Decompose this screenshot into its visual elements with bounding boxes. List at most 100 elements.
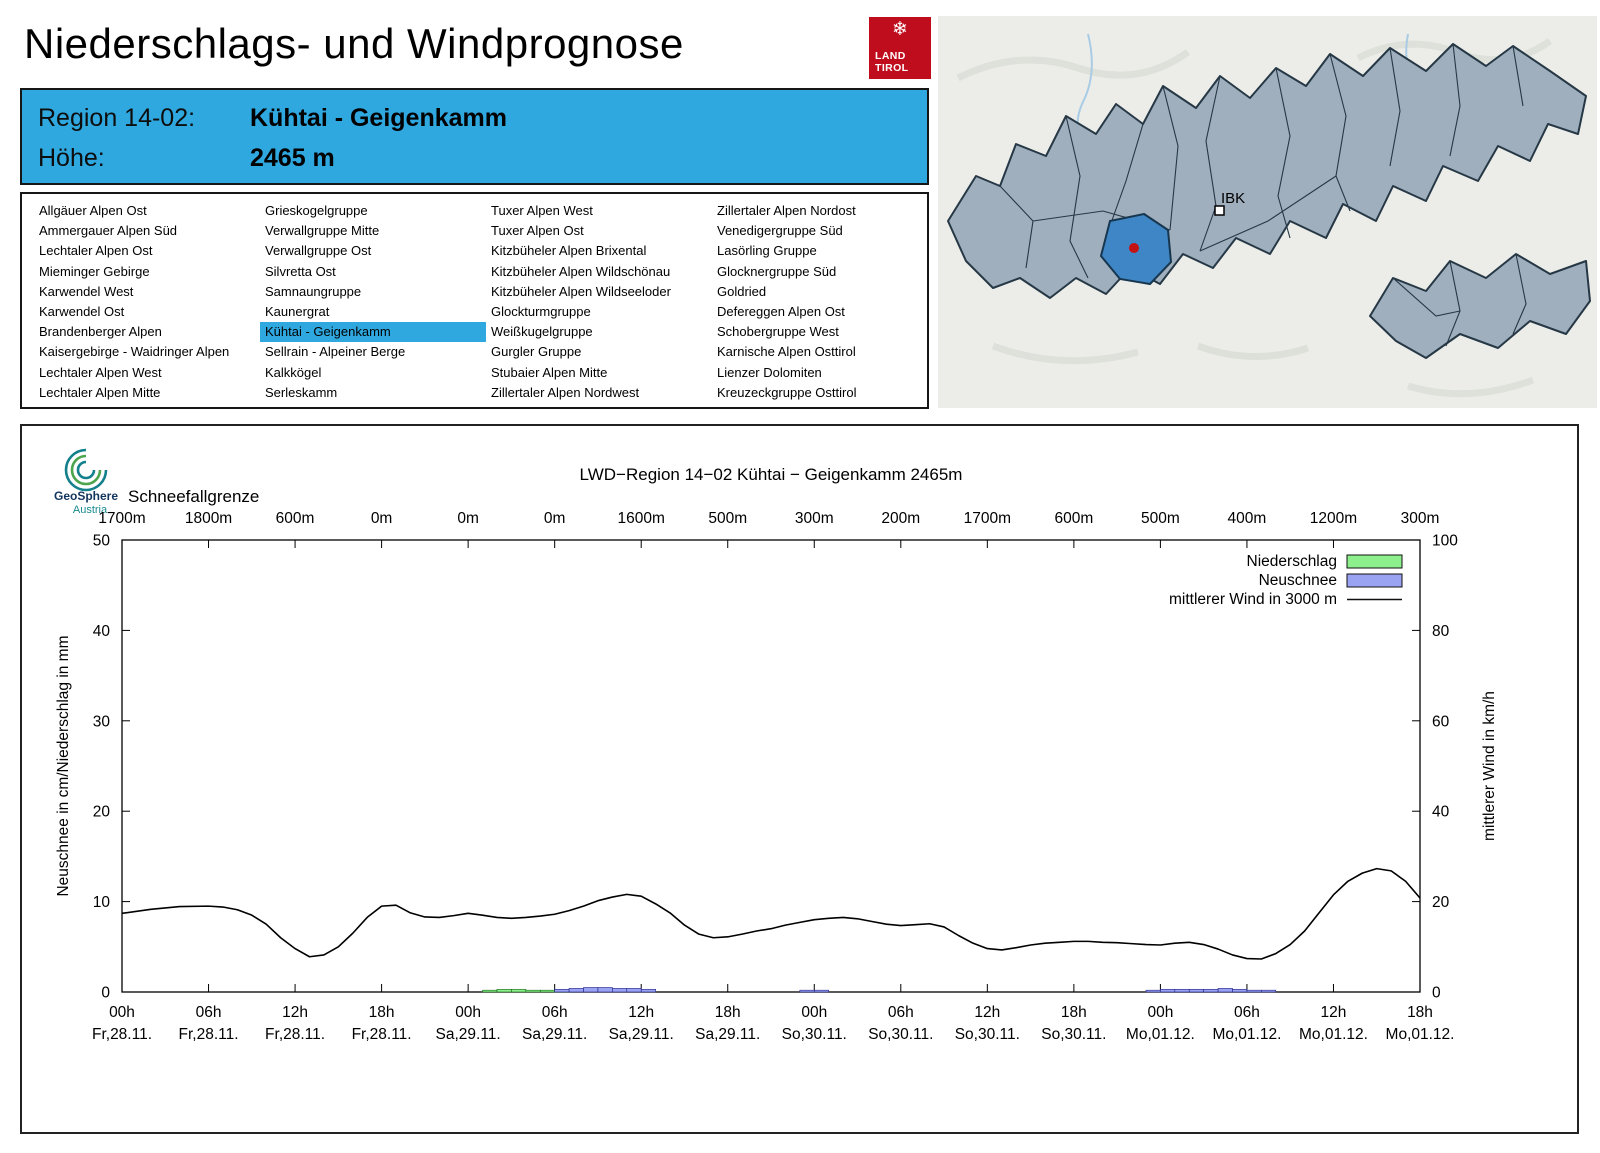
snow-bar (1160, 988, 1176, 993)
snowline-value-label: 500m (1141, 510, 1180, 527)
chart-title: LWD−Region 14−02 Kühtai − Geigenkamm 246… (580, 465, 963, 484)
x-tick-hour-label: 06h (196, 1004, 222, 1021)
precip-bar (496, 988, 512, 993)
x-tick-date-label: Mo,01.12. (1299, 1026, 1368, 1043)
altitude-info-row: Höhe: 2465 m (38, 138, 911, 178)
region-list-item[interactable]: Silvretta Ost (265, 263, 336, 279)
region-list-item[interactable]: Ammergauer Alpen Süd (39, 223, 178, 239)
snow-bar (640, 988, 656, 993)
region-list-item[interactable]: Kaunergrat (265, 304, 330, 320)
region-list-item[interactable]: Allgäuer Alpen Ost (39, 203, 147, 218)
snowline-axis-label: Schneefallgrenze (128, 487, 259, 506)
region-list-item[interactable]: Verwallgruppe Ost (265, 243, 372, 259)
chart-panel: GeoSphere Austria LWD−Region 14−02 Kühta… (20, 424, 1579, 1134)
x-tick-date-label: Fr,28.11. (179, 1026, 239, 1043)
map-district-borders (999, 43, 1527, 347)
region-list: Allgäuer Alpen Ost Ammergauer Alpen Süd Le… (20, 192, 929, 409)
snowline-value-label: 1600m (617, 510, 664, 527)
region-list-item[interactable]: Serleskamm (265, 384, 338, 400)
y-tick-right-label: 100 (1432, 533, 1458, 550)
ibk-marker (1214, 205, 1225, 216)
region-list-item[interactable]: Karwendel Ost (39, 304, 125, 320)
region-column: Grieskogelgruppe Verwallgruppe Mitte Verwa… (260, 201, 486, 407)
ibk-label: IBK (1221, 190, 1245, 207)
x-tick-date-label: Sa,29.11. (695, 1026, 760, 1043)
region-list-item[interactable]: Stubaier Alpen Mitte (491, 364, 608, 380)
x-tick-date-label: Mo,01.12. (1386, 1026, 1455, 1043)
region-list-item[interactable]: Weißkugelgruppe (491, 324, 593, 340)
x-tick-hour-label: 12h (974, 1004, 1000, 1021)
region-list-item[interactable]: Defereggen Alpen Ost (717, 304, 845, 320)
region-list-item[interactable]: Lasörling Gruppe (717, 243, 817, 259)
region-list-item[interactable]: Lienzer Dolomiten (717, 364, 822, 380)
region-list-item[interactable]: Lechtaler Alpen Ost (39, 243, 153, 259)
region-list-item[interactable]: Sellrain - Alpeiner Berge (265, 344, 406, 360)
y-tick-left-label: 10 (93, 894, 111, 911)
region-list-item[interactable]: Karwendel West (39, 283, 134, 299)
snowline-value-label: 200m (881, 510, 920, 527)
snow-bar (1145, 989, 1161, 993)
region-list-item[interactable]: Schobergruppe West (717, 324, 839, 340)
region-list-item[interactable]: Verwallgruppe Mitte (265, 223, 380, 239)
snow-bar (626, 988, 642, 993)
x-tick-hour-label: 00h (801, 1004, 827, 1021)
x-tick-hour-label: 12h (628, 1004, 654, 1021)
region-list-item[interactable]: Zillertaler Alpen Nordost (717, 203, 856, 218)
snowline-value-label: 1700m (964, 510, 1011, 527)
x-tick-date-label: Fr,28.11. (352, 1026, 412, 1043)
region-list-item[interactable]: Goldried (717, 283, 767, 299)
region-list-item[interactable]: Karnische Alpen Osttirol (717, 344, 856, 360)
snow-bar (554, 988, 570, 993)
x-tick-hour-label: 18h (1061, 1004, 1087, 1021)
legend-label: mittlerer Wind in 3000 m (1169, 591, 1337, 608)
x-tick-date-label: Mo,01.12. (1212, 1026, 1281, 1043)
map-region-marker (1129, 243, 1139, 253)
region-list-item[interactable]: Samnaungruppe (265, 283, 362, 299)
region-list-item[interactable]: Kühtai - Geigenkamm (260, 322, 486, 343)
snow-bar (583, 987, 599, 993)
snow-bar (1246, 989, 1262, 993)
x-tick-date-label: So,30.11. (868, 1026, 933, 1043)
region-list-item[interactable]: Kalkkögel (265, 364, 322, 380)
region-list-item[interactable]: Tuxer Alpen Ost (491, 223, 584, 239)
region-list-item[interactable]: Glockturmgruppe (491, 304, 591, 320)
y-tick-left-label: 30 (93, 713, 111, 730)
wind-line (121, 867, 1421, 960)
snow-bar (1261, 989, 1277, 993)
precip-bar (511, 988, 527, 993)
region-list-item[interactable]: Grieskogelgruppe (265, 203, 368, 218)
snow-bar (799, 989, 815, 993)
region-list-item[interactable]: Kitzbüheler Alpen Brixental (491, 243, 647, 259)
region-list-item[interactable]: Kaisergebirge - Waidringer Alpen (39, 344, 230, 360)
x-tick-date-label: Fr,28.11. (265, 1026, 325, 1043)
snowline-value-label: 0m (544, 510, 566, 527)
snow-bar (568, 988, 584, 993)
snow-bar (1232, 988, 1248, 993)
region-list-item[interactable]: Venedigergruppe Süd (717, 223, 843, 239)
x-tick-date-label: Sa,29.11. (522, 1026, 587, 1043)
snow-bar (813, 989, 829, 993)
y-tick-left-label: 20 (93, 804, 111, 821)
plot-frame (121, 539, 1421, 993)
region-list-item[interactable]: Kreuzeckgruppe Osttirol (717, 384, 857, 400)
region-list-item[interactable]: Lechtaler Alpen Mitte (39, 384, 161, 400)
region-list-item[interactable]: Kitzbüheler Alpen Wildschönau (491, 263, 671, 279)
left-axis-title: Neuschnee in cm/Niederschlag in mm (55, 635, 72, 896)
region-list-item[interactable]: Brandenberger Alpen (39, 324, 162, 340)
x-tick-hour-label: 00h (1147, 1004, 1173, 1021)
region-column: Tuxer Alpen West Tuxer Alpen Ost Kitzbühel… (486, 201, 712, 407)
region-label: Region 14-02: (38, 103, 196, 132)
region-list-item[interactable]: Tuxer Alpen West (491, 203, 593, 218)
region-column: Zillertaler Alpen Nordost Venedigergruppe… (712, 201, 925, 407)
region-list-item[interactable]: Mieminger Gebirge (39, 263, 150, 279)
region-list-item[interactable]: Kitzbüheler Alpen Wildseeloder (491, 283, 671, 299)
y-tick-right-label: 20 (1432, 894, 1450, 911)
precip-bar (539, 989, 555, 993)
y-tick-right-label: 0 (1432, 985, 1441, 1002)
region-list-item[interactable]: Glocknergruppe Süd (717, 263, 837, 279)
region-list-item[interactable]: Zillertaler Alpen Nordwest (491, 384, 640, 400)
region-list-item[interactable]: Gurgler Gruppe (491, 344, 582, 360)
geosphere-name: GeoSphere (54, 489, 118, 503)
tirol-map: IBK (938, 16, 1597, 408)
region-list-item[interactable]: Lechtaler Alpen West (39, 364, 162, 380)
